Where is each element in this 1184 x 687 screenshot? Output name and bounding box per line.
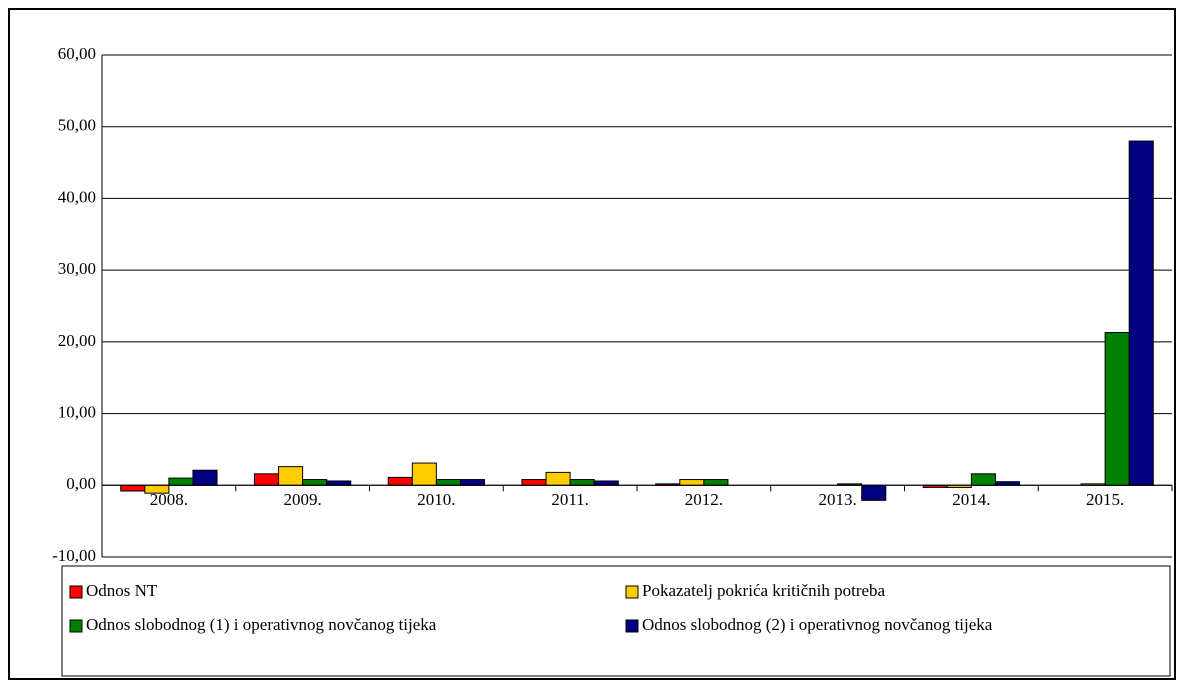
x-tick-label: 2010. [417,490,455,509]
bar [521,479,547,486]
x-tick-label: 2008. [150,490,188,509]
legend-swatch [69,619,83,633]
bar [411,462,437,486]
y-tick-label: 0,00 [66,474,96,493]
bar [545,471,571,486]
bar [1104,332,1130,486]
y-tick-label: 20,00 [58,331,96,350]
bar [387,476,413,486]
legend-swatch [69,585,83,599]
x-tick-label: 2013. [819,490,857,509]
bar [168,477,194,486]
y-tick-label: -10,00 [52,546,96,565]
bar [970,473,996,486]
bar [326,480,352,486]
legend-label: Odnos NT [86,581,158,600]
legend-label: Pokazatelj pokrića kritičnih potreba [642,581,886,600]
bar [278,466,304,486]
x-tick-label: 2015. [1086,490,1124,509]
x-tick-label: 2011. [551,490,589,509]
legend-swatch [625,585,639,599]
legend-label: Odnos slobodnog (2) i operativnog novčan… [642,615,993,634]
bar [994,481,1021,486]
y-tick-label: 30,00 [58,259,96,278]
x-tick-label: 2009. [284,490,322,509]
bar [435,479,461,486]
bar [861,484,887,501]
bar [302,479,328,486]
y-tick-label: 10,00 [58,402,96,421]
bar [192,469,218,486]
legend-label: Odnos slobodnog (1) i operativnog novčan… [86,615,437,634]
bar [703,479,729,486]
bar [1128,140,1154,486]
bar [120,484,146,492]
bar [679,479,705,486]
bar [569,479,595,486]
legend-box [61,565,1171,677]
legend-swatch [625,619,639,633]
bar [459,479,486,486]
y-tick-label: 40,00 [58,187,96,206]
y-tick-label: 50,00 [58,116,96,135]
y-tick-label: 60,00 [58,44,96,63]
x-tick-label: 2012. [685,490,723,509]
bar [253,473,280,486]
bar [593,480,619,486]
x-tick-label: 2014. [952,490,990,509]
